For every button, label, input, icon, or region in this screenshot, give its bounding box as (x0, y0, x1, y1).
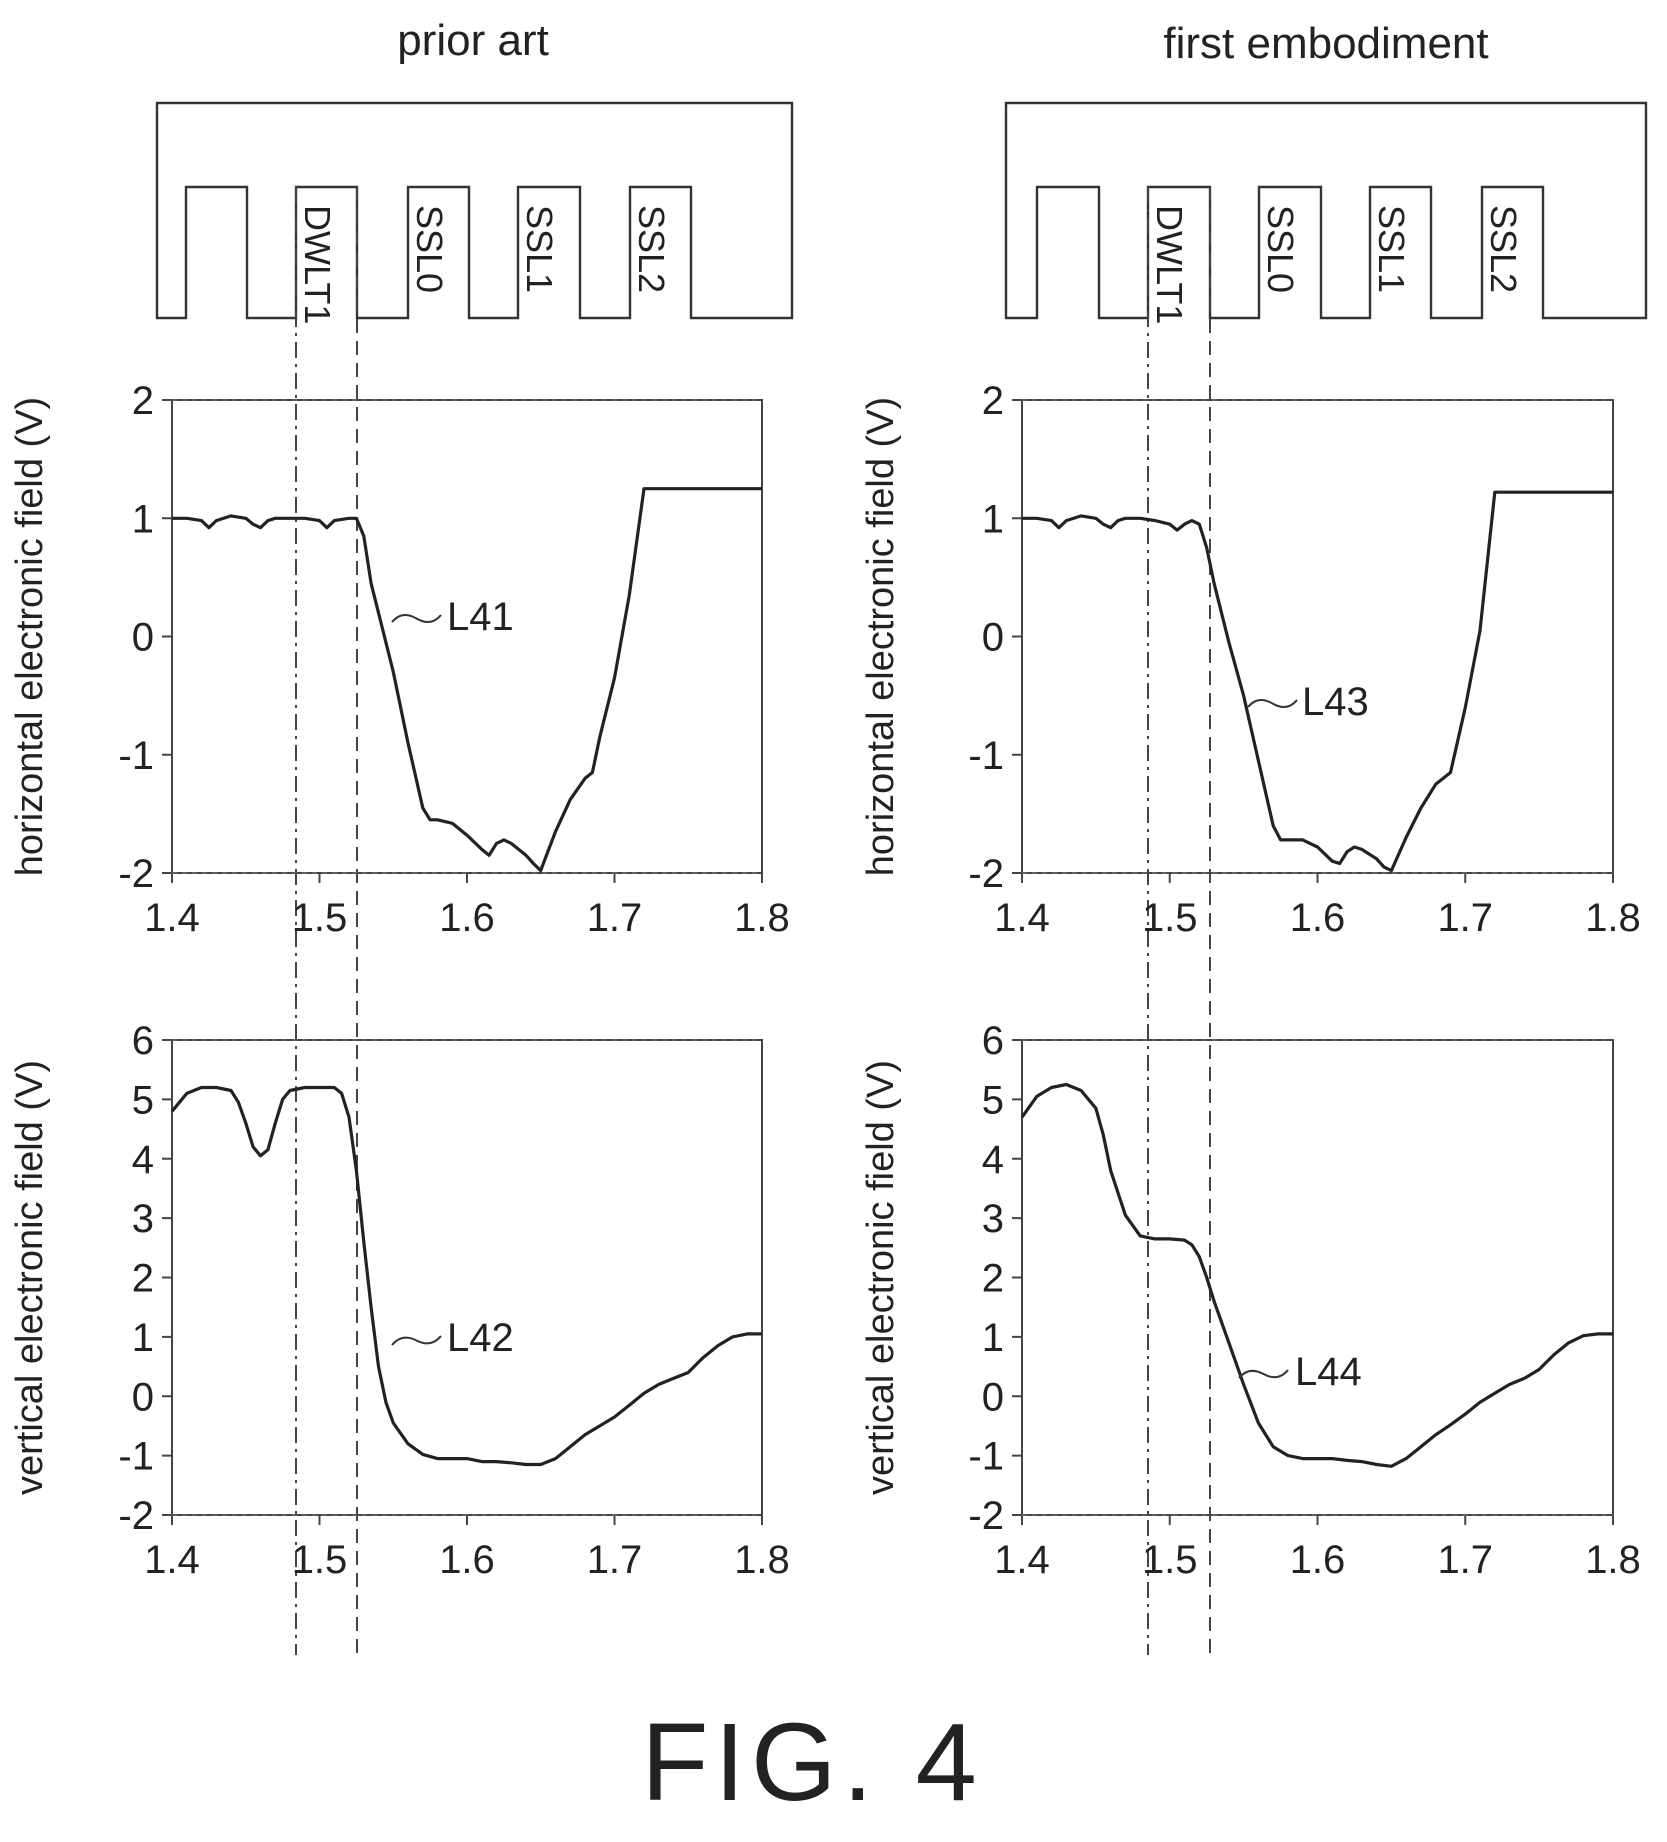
x-tick-label: 1.6 (1290, 896, 1346, 940)
y-tick-label: 3 (982, 1197, 1004, 1241)
label-dwlt1-left: DWLT1 (297, 205, 338, 324)
y-tick-label: -2 (118, 1494, 154, 1538)
y-tick-label: 6 (132, 1019, 154, 1063)
curve-label-l42: L42 (447, 1316, 514, 1360)
chart-vertical-first-embodiment: 6 5 4 3 2 1 0 -1 -21.4 1.5 1.6 1.7 1.8 vertical elect… (860, 1019, 1641, 1582)
y-tick-label: -1 (968, 734, 1004, 778)
x-tick-label: 1.8 (1585, 896, 1641, 940)
structure-outline-right (1004, 101, 1648, 320)
y-tick-label: 6 (982, 1019, 1004, 1063)
chart-vertical-prior-art: 6 5 4 3 2 1 0 -1 -21.4 1.5 1.6 1.7 1.8 vertical elect… (9, 1019, 790, 1582)
figure-label: FIG. 4 (641, 1701, 983, 1824)
x-tick-label: 1.8 (1585, 1538, 1641, 1582)
y-tick-label: -2 (118, 852, 154, 896)
label-ssl1-left: SSL1 (519, 205, 560, 293)
plot-frame (1021, 1039, 1614, 1516)
y-tick-label: 0 (132, 1375, 154, 1419)
label-ssl2-right: SSL2 (1483, 205, 1524, 293)
curve-label-l44: L44 (1295, 1350, 1362, 1394)
y-tick-label: -1 (118, 1435, 154, 1479)
curve-label-leader (1247, 699, 1298, 708)
y-tick-label: 3 (132, 1197, 154, 1241)
x-tick-label: 1.7 (587, 1538, 643, 1582)
y-tick-label: 4 (132, 1138, 154, 1182)
chart-horizontal-first-embodiment: 2 1 0 -1 -21.4 1.5 1.6 1.7 1.8 horizontal electro… (860, 379, 1641, 940)
y-tick-label: 5 (132, 1078, 154, 1122)
y-tick-label: -1 (118, 734, 154, 778)
plot-frame (1021, 399, 1614, 874)
y-tick-label: -2 (968, 852, 1004, 896)
x-tick-label: 1.4 (144, 896, 200, 940)
y-tick-label: 2 (982, 379, 1004, 423)
curve-label-leader (1238, 1369, 1289, 1379)
series-line-l41 (172, 487, 762, 873)
y-tick-label: 5 (982, 1078, 1004, 1122)
x-tick-label: 1.6 (1290, 1538, 1346, 1582)
y-axis-label: vertical electronic field (V) (860, 1060, 902, 1495)
y-tick-label: 1 (132, 497, 154, 541)
x-tick-label: 1.7 (587, 896, 643, 940)
y-tick-label: 4 (982, 1138, 1004, 1182)
y-axis-label: horizontal electronic field (V) (860, 397, 902, 876)
column-title-prior-art: prior art (397, 16, 549, 65)
y-tick-label: 1 (132, 1316, 154, 1360)
curve-label-l43: L43 (1302, 680, 1369, 724)
x-tick-label: 1.8 (734, 1538, 790, 1582)
label-ssl1-right: SSL1 (1371, 205, 1412, 293)
y-tick-label: 0 (982, 616, 1004, 660)
x-tick-label: 1.6 (439, 1538, 495, 1582)
x-tick-label: 1.4 (994, 1538, 1050, 1582)
x-tick-label: 1.5 (292, 1538, 348, 1582)
structure-outline-left (155, 101, 794, 320)
y-tick-label: 2 (132, 1257, 154, 1301)
y-axis-label: vertical electronic field (V) (9, 1060, 51, 1495)
y-axis-label: horizontal electronic field (V) (9, 397, 51, 876)
x-tick-label: 1.8 (734, 896, 790, 940)
label-dwlt1-right: DWLT1 (1149, 205, 1190, 324)
label-ssl0-right: SSL0 (1260, 205, 1301, 293)
chart-horizontal-prior-art: 2 1 0 -1 -21.4 1.5 1.6 1.7 1.8 horizontal electro… (9, 379, 790, 940)
y-tick-label: 1 (982, 497, 1004, 541)
series-line-l42 (170, 1085, 762, 1467)
x-tick-label: 1.5 (1142, 896, 1198, 940)
y-tick-label: -1 (968, 1435, 1004, 1479)
y-tick-label: 2 (132, 379, 154, 423)
x-tick-label: 1.5 (1142, 1538, 1198, 1582)
y-tick-label: 0 (982, 1375, 1004, 1419)
series-line-l43 (1022, 490, 1613, 873)
y-tick-label: 0 (132, 616, 154, 660)
curve-label-leader (391, 1335, 442, 1346)
x-tick-label: 1.7 (1437, 1538, 1493, 1582)
series-line-l44 (1020, 1082, 1613, 1468)
curve-label-l41: L41 (447, 595, 514, 639)
curve-label-leader (391, 614, 442, 623)
x-tick-label: 1.6 (439, 896, 495, 940)
y-tick-label: -2 (968, 1494, 1004, 1538)
column-title-first-embodiment: first embodiment (1163, 19, 1488, 68)
x-tick-label: 1.5 (292, 896, 348, 940)
label-ssl2-left: SSL2 (631, 205, 672, 293)
x-tick-label: 1.7 (1437, 896, 1493, 940)
y-tick-label: 1 (982, 1316, 1004, 1360)
x-tick-label: 1.4 (144, 1538, 200, 1582)
x-tick-label: 1.4 (994, 896, 1050, 940)
label-ssl0-left: SSL0 (409, 205, 450, 293)
y-tick-label: 2 (982, 1257, 1004, 1301)
plot-frame (171, 1039, 763, 1516)
